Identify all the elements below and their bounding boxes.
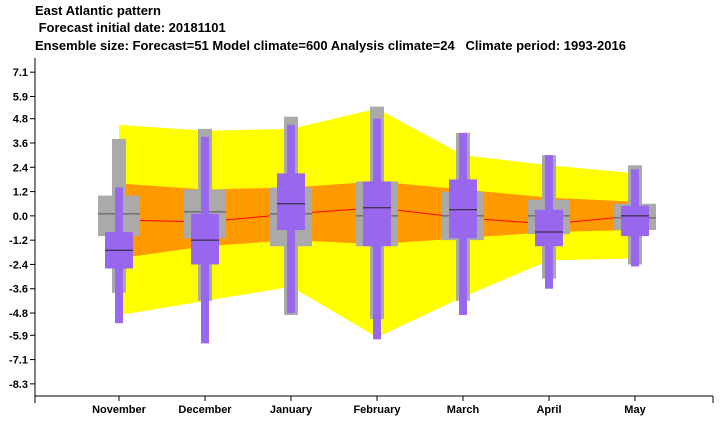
forecast-box	[363, 181, 391, 247]
y-tick-label: -3.6	[9, 284, 28, 296]
x-tick-label: November	[92, 404, 147, 416]
y-tick-label: -1.2	[9, 235, 28, 247]
x-tick-label: December	[178, 404, 232, 416]
ensemble-info-label: Ensemble size: Forecast=51 Model climate…	[35, 38, 626, 53]
y-tick-label: -7.1	[9, 355, 28, 367]
forecast-box	[449, 179, 477, 239]
x-tick-label: January	[270, 404, 313, 416]
y-tick-label: 0.0	[13, 211, 28, 223]
y-tick-label: 5.9	[13, 91, 28, 103]
y-tick-label: 2.4	[13, 162, 29, 174]
forecast-date-label: Forecast initial date: 20181101	[35, 20, 226, 35]
x-tick-label: May	[624, 404, 646, 416]
y-tick-label: 1.2	[13, 187, 28, 199]
y-tick-label: 7.1	[13, 67, 28, 79]
forecast-box	[191, 213, 219, 265]
x-tick-label: April	[536, 404, 561, 416]
y-tick-label: -8.3	[9, 379, 28, 391]
y-tick-label: 3.6	[13, 138, 28, 150]
y-tick-label: -4.8	[9, 308, 28, 320]
y-tick-label: 4.8	[13, 114, 28, 126]
forecast-box	[535, 209, 563, 247]
x-tick-label: February	[353, 404, 401, 416]
y-tick-label: -2.4	[9, 259, 29, 271]
forecast-box	[277, 173, 305, 231]
forecast-box	[621, 205, 649, 237]
y-tick-label: -5.9	[9, 330, 28, 342]
x-tick-label: March	[447, 404, 480, 416]
chart-title: East Atlantic pattern	[35, 3, 161, 18]
